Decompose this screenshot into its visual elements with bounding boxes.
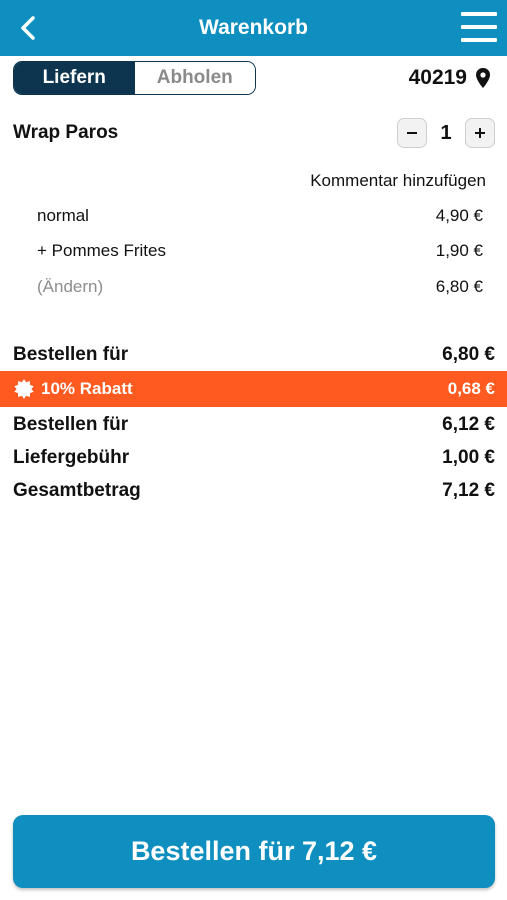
- discounted-subtotal-value: 6,12 €: [442, 414, 495, 435]
- subtotal-row: Bestellen für 6,80 €: [13, 344, 495, 366]
- hamburger-menu-icon[interactable]: [461, 12, 497, 42]
- delivery-fee-label: Liefergebühr: [13, 447, 130, 468]
- discount-banner: 10% Rabatt 0,68 €: [0, 371, 507, 407]
- list-item: + Pommes Frites 1,90 €: [37, 241, 483, 261]
- total-value: 7,12 €: [442, 480, 495, 501]
- subtotal-label: Bestellen für: [13, 344, 129, 365]
- option-label: normal: [37, 206, 89, 225]
- list-item: (Ändern) 6,80 €: [37, 277, 483, 297]
- discounted-subtotal-row: Bestellen für 6,12 €: [13, 414, 495, 436]
- discount-value: 0,68 €: [447, 379, 495, 398]
- discount-label: 10% Rabatt: [41, 379, 133, 398]
- discounted-subtotal-label: Bestellen für: [13, 414, 129, 435]
- option-price: 1,90 €: [435, 241, 483, 260]
- subtotal-value: 6,80 €: [442, 344, 495, 365]
- quantity-stepper: 1: [397, 118, 495, 148]
- app-header: Warenkorb: [0, 0, 507, 56]
- delivery-fee-row: Liefergebühr 1,00 €: [13, 447, 495, 469]
- option-price: 4,90 €: [435, 206, 483, 225]
- add-comment-link[interactable]: Kommentar hinzufügen: [310, 171, 486, 190]
- place-order-button[interactable]: Bestellen für 7,12 €: [13, 815, 495, 888]
- chevron-left-icon: [21, 16, 35, 40]
- list-item: normal 4,90 €: [37, 206, 483, 226]
- delivery-mode-toggle: Liefern Abholen: [13, 61, 256, 95]
- back-button[interactable]: [14, 14, 42, 42]
- location-selector[interactable]: 40219: [409, 66, 491, 90]
- option-label: + Pommes Frites: [37, 241, 166, 260]
- discount-badge-icon: [14, 379, 34, 399]
- minus-icon: [407, 132, 417, 134]
- postcode-text: 40219: [408, 66, 467, 89]
- page-title: Warenkorb: [199, 16, 308, 39]
- map-pin-icon: [476, 68, 490, 88]
- decrease-quantity-button[interactable]: [397, 118, 427, 148]
- toggle-option-liefern[interactable]: Liefern: [14, 62, 135, 94]
- increase-quantity-button[interactable]: [465, 118, 495, 148]
- total-label: Gesamtbetrag: [13, 480, 141, 501]
- delivery-fee-value: 1,00 €: [442, 447, 495, 468]
- change-options-link[interactable]: (Ändern): [37, 277, 104, 296]
- quantity-value: 1: [440, 121, 452, 144]
- cart-item-name: Wrap Paros: [13, 122, 119, 143]
- toggle-option-abholen[interactable]: Abholen: [134, 62, 255, 94]
- plus-icon: [475, 128, 485, 138]
- option-price: 6,80 €: [435, 277, 483, 296]
- total-row: Gesamtbetrag 7,12 €: [13, 480, 495, 502]
